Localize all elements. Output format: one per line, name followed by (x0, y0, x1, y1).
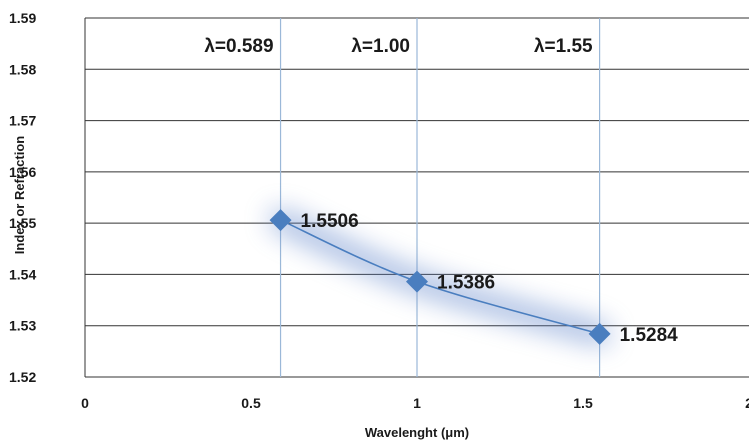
x-tick-label: 1.5 (573, 395, 593, 411)
y-tick-label: 1.53 (9, 318, 36, 334)
data-label: 1.5506 (301, 211, 359, 232)
data-label: 1.5386 (437, 273, 495, 294)
data-point-diamond (406, 270, 428, 293)
y-tick-label: 1.57 (9, 113, 36, 129)
wavelength-markers: λ=0.589 λ=1.00 λ=1.55 (204, 18, 601, 377)
wavelength-label: λ=1.55 (534, 36, 593, 57)
wavelength-label: λ=1.00 (351, 36, 410, 57)
wavelength-label: λ=0.589 (204, 36, 273, 57)
y-tick-label: 1.59 (9, 10, 36, 26)
y-tick-label: 1.54 (9, 266, 36, 282)
y-axis-title: Index or Refraction (12, 136, 27, 255)
y-tick-label: 1.52 (9, 369, 36, 385)
x-tick-label: 1 (413, 395, 421, 411)
data-label: 1.5284 (620, 325, 679, 346)
data-series: 1.5506 1.5386 1.5284 (269, 209, 679, 346)
data-point-diamond (269, 209, 292, 232)
x-tick-label: 0.5 (241, 395, 261, 411)
x-tick-label: 2 (745, 395, 749, 411)
x-axis-title: Wavelenght (μm) (365, 425, 469, 440)
y-tick-label: 1.56 (9, 164, 36, 180)
x-tick-label: 0 (81, 395, 89, 411)
y-tick-label: 1.55 (9, 215, 36, 231)
y-tick-label: 1.58 (9, 61, 36, 77)
axes: 1.521.531.541.551.561.571.581.590 0.5 1 1.5… (9, 10, 749, 411)
data-point-diamond (588, 322, 611, 345)
